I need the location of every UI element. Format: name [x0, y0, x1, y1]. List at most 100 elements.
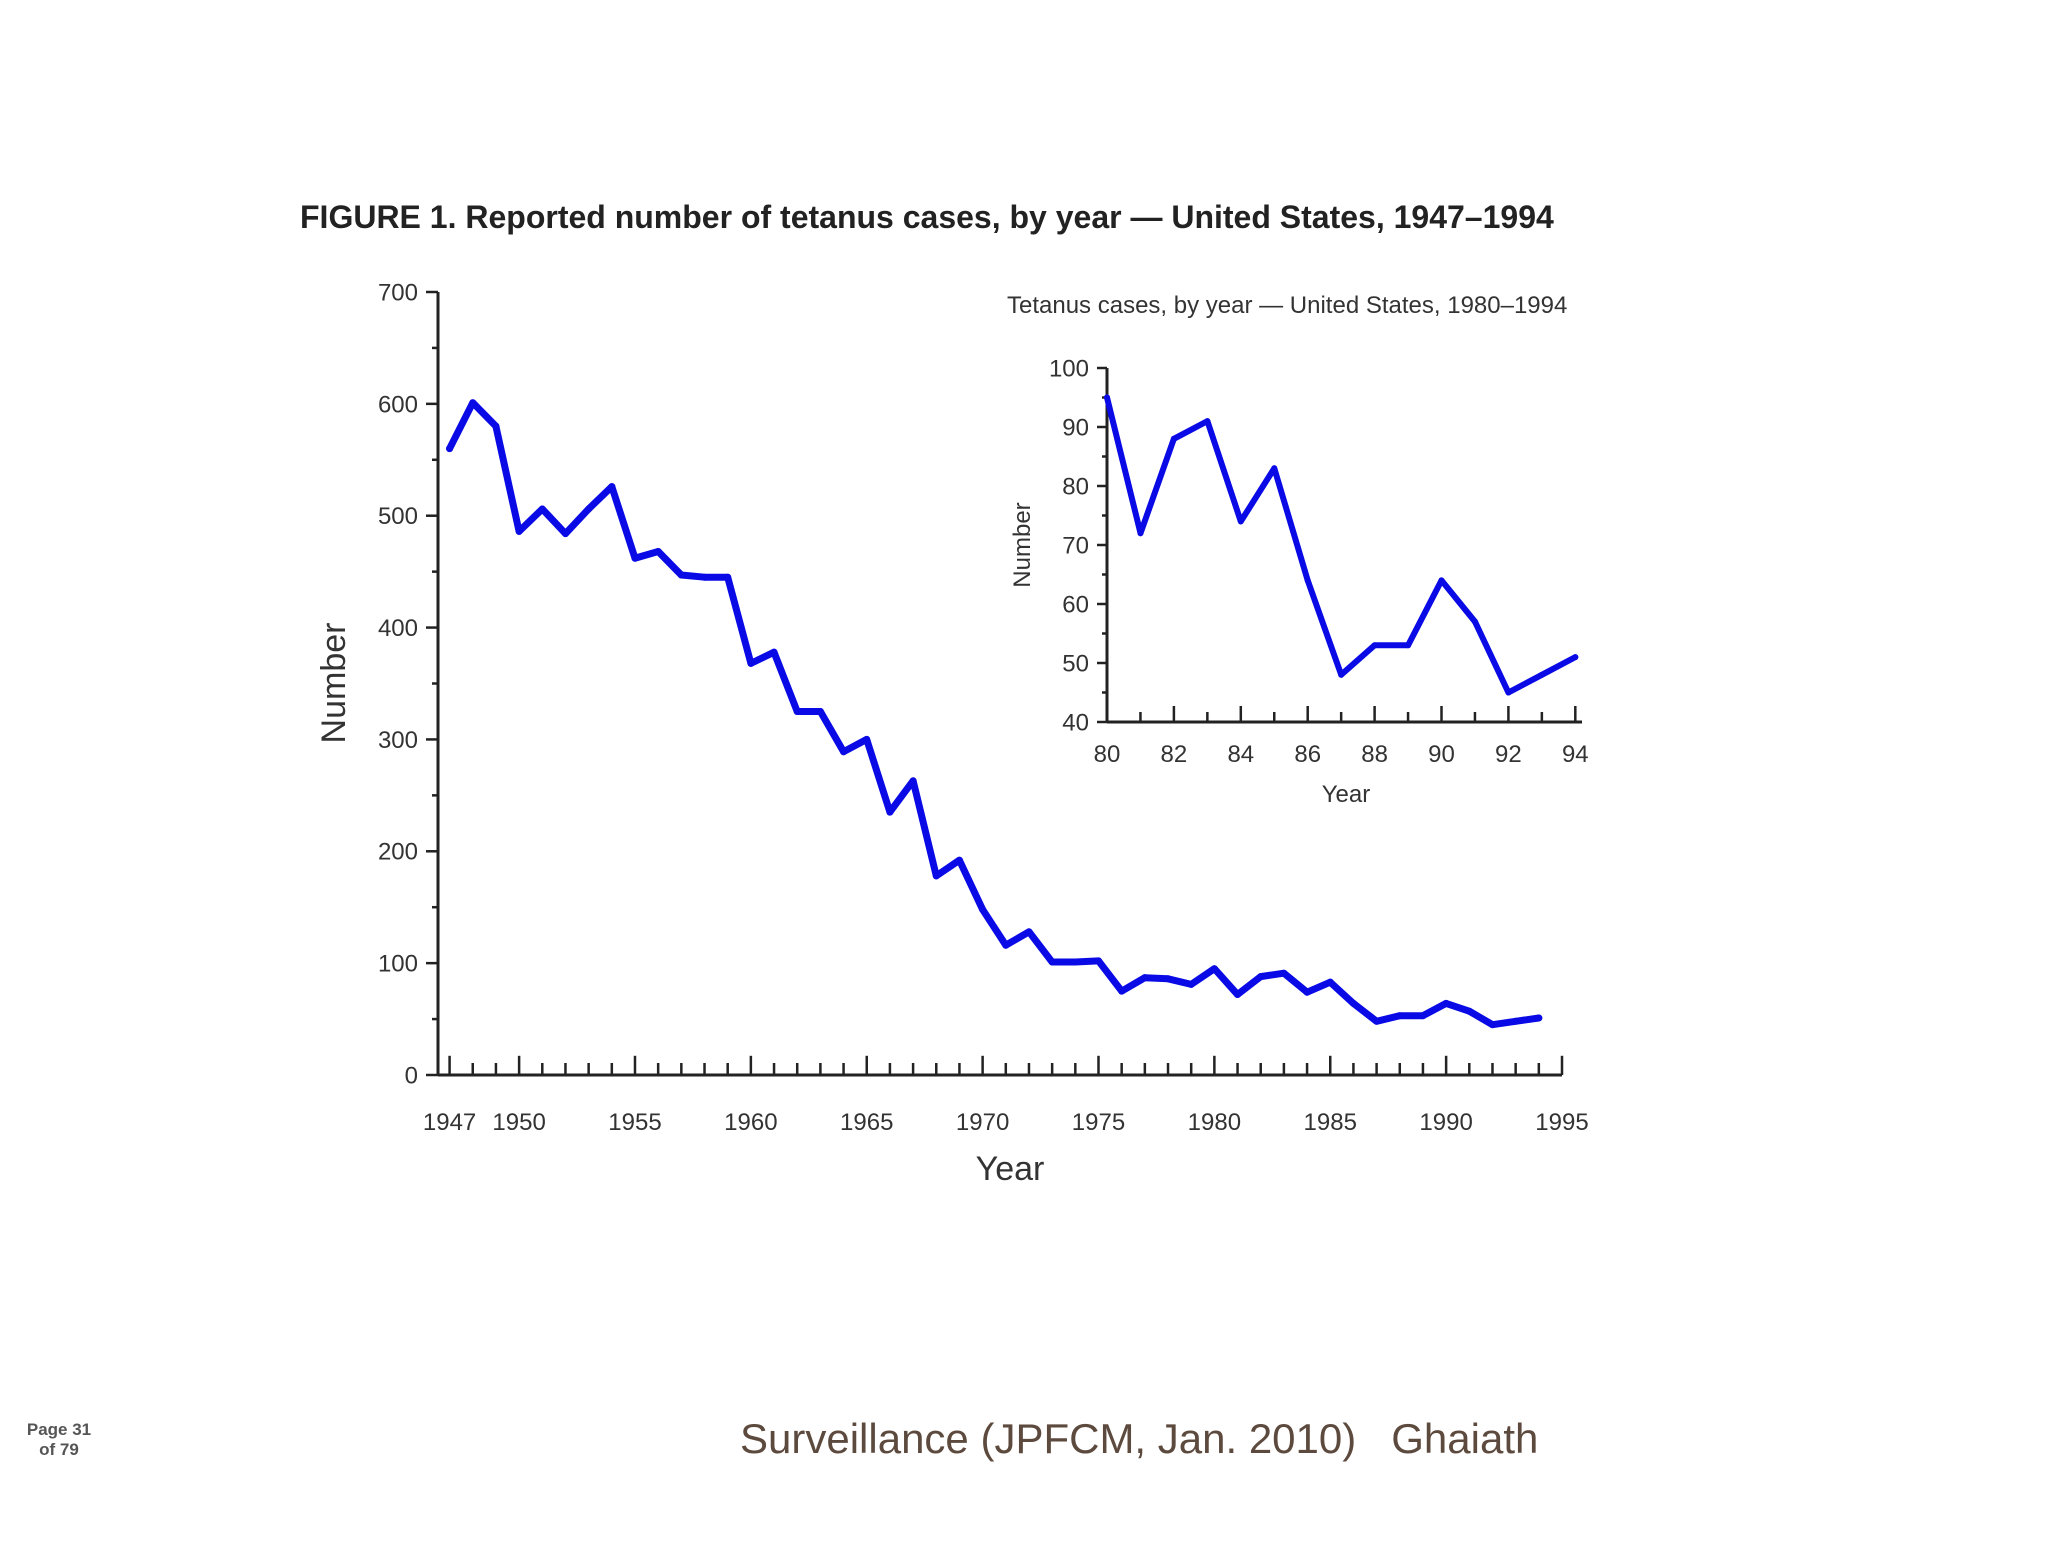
main-data-point — [840, 748, 848, 756]
inset-y-axis-title: Number — [1009, 502, 1036, 587]
main-x-tick-label: 1965 — [840, 1109, 893, 1136]
inset-data-point — [1572, 654, 1579, 661]
main-data-point — [747, 659, 755, 667]
main-data-point — [1187, 980, 1195, 988]
main-data-point — [1048, 958, 1056, 966]
inset-data-point — [1104, 394, 1110, 401]
main-y-tick-label: 700 — [378, 279, 418, 306]
main-x-tick-label: 1947 — [423, 1109, 476, 1136]
inset-x-tick-label: 86 — [1294, 741, 1321, 768]
main-x-tick-label: 1970 — [956, 1109, 1009, 1136]
inset-x-tick-label: 80 — [1094, 741, 1121, 768]
main-data-point — [1118, 987, 1126, 995]
inset-data-point — [1304, 577, 1311, 584]
main-y-tick-label: 300 — [378, 727, 418, 754]
main-data-point — [1396, 1012, 1404, 1020]
main-y-tick-label: 500 — [378, 503, 418, 530]
inset-x-axis-title: Year — [1322, 781, 1371, 808]
page-number-line1: Page 31 — [26, 1420, 92, 1439]
main-data-point — [793, 707, 801, 715]
inset-data-point — [1405, 642, 1412, 649]
main-data-point — [561, 530, 569, 538]
main-data-point — [469, 399, 477, 407]
main-data-point — [701, 573, 709, 581]
main-data-point — [538, 505, 546, 513]
main-x-tick-label: 1960 — [724, 1109, 777, 1136]
page-number: Page 31 of 79 — [14, 1420, 104, 1460]
main-data-point — [979, 905, 987, 913]
main-y-tick-label: 100 — [378, 951, 418, 978]
main-data-point — [1164, 975, 1172, 983]
inset-data-point — [1237, 518, 1244, 525]
figure-title: FIGURE 1. Reported number of tetanus cas… — [300, 199, 1554, 235]
main-data-point — [1025, 928, 1033, 936]
main-x-tick-label: 1980 — [1188, 1109, 1241, 1136]
inset-x-tick-label: 88 — [1361, 741, 1388, 768]
main-data-point — [446, 445, 454, 453]
main-y-axis-title: Number — [315, 623, 353, 744]
main-data-point — [608, 483, 616, 491]
footer-citation: Surveillance (JPFCM, Jan. 2010) Ghaiath — [740, 1415, 1539, 1462]
inset-y-tick-label: 70 — [1062, 532, 1089, 559]
main-data-point — [1488, 1021, 1496, 1029]
main-data-point — [1442, 999, 1450, 1007]
inset-chart: 40 50 60 70 80 90 100 80 82 84 86 88 90 92 94 Year Numbe… — [1007, 292, 1589, 808]
main-data-point — [1257, 973, 1265, 981]
inset-x-tick-label: 84 — [1227, 741, 1254, 768]
main-data-point — [724, 573, 732, 581]
main-x-tick-label: 1975 — [1072, 1109, 1125, 1136]
inset-series-line — [1104, 394, 1579, 696]
inset-data-point — [1170, 435, 1177, 442]
inset-x-tick-label: 90 — [1428, 741, 1455, 768]
inset-y-tick-label: 100 — [1049, 355, 1089, 382]
inset-y-tick-label: 50 — [1062, 650, 1089, 677]
main-data-point — [863, 735, 871, 743]
main-x-axis-title: Year — [976, 1150, 1045, 1188]
main-y-tick-label: 600 — [378, 391, 418, 418]
main-data-point — [955, 856, 963, 864]
main-data-point — [1373, 1017, 1381, 1025]
main-data-point — [909, 777, 917, 785]
main-data-point — [1512, 1017, 1520, 1025]
main-data-point — [770, 648, 778, 656]
inset-data-point — [1371, 642, 1378, 649]
main-x-tick-label: 1985 — [1304, 1109, 1357, 1136]
main-data-point — [1002, 941, 1010, 949]
inset-y-tick-label: 80 — [1062, 473, 1089, 500]
page-number-line2: of 79 — [39, 1440, 79, 1459]
inset-data-point — [1338, 671, 1345, 678]
inset-data-point — [1137, 530, 1144, 537]
main-data-point — [1535, 1014, 1543, 1022]
main-y-tick-label: 200 — [378, 839, 418, 866]
inset-data-point — [1471, 618, 1478, 625]
inset-x-tick-label: 82 — [1161, 741, 1188, 768]
main-data-point — [886, 808, 894, 816]
inset-data-point — [1438, 577, 1445, 584]
main-data-point — [631, 554, 639, 562]
main-data-point — [1210, 965, 1218, 973]
main-data-point — [1419, 1012, 1427, 1020]
main-x-tick-label: 1995 — [1535, 1109, 1588, 1136]
main-data-point — [1071, 958, 1079, 966]
inset-x-tick-label: 94 — [1562, 741, 1589, 768]
main-y-tick-label: 0 — [405, 1062, 418, 1089]
main-data-point — [585, 505, 593, 513]
inset-title: Tetanus cases, by year — United States, … — [1007, 292, 1567, 319]
main-data-point — [932, 872, 940, 880]
main-data-point — [1465, 1007, 1473, 1015]
main-x-tick-label: 1950 — [492, 1109, 545, 1136]
inset-data-point — [1271, 465, 1278, 472]
main-data-point — [816, 707, 824, 715]
main-data-point — [677, 571, 685, 579]
main-data-point — [492, 422, 500, 430]
inset-y-tick-label: 60 — [1062, 591, 1089, 618]
inset-x-tick-label: 92 — [1495, 741, 1522, 768]
inset-data-point — [1505, 689, 1512, 696]
main-data-point — [1349, 999, 1357, 1007]
main-chart: 0 100 200 300 400 500 600 700 1947 1950 1955 1960 19… — [315, 279, 1589, 1188]
inset-y-tick-label: 40 — [1062, 709, 1089, 736]
main-x-tick-label: 1990 — [1419, 1109, 1472, 1136]
main-data-point — [1280, 969, 1288, 977]
